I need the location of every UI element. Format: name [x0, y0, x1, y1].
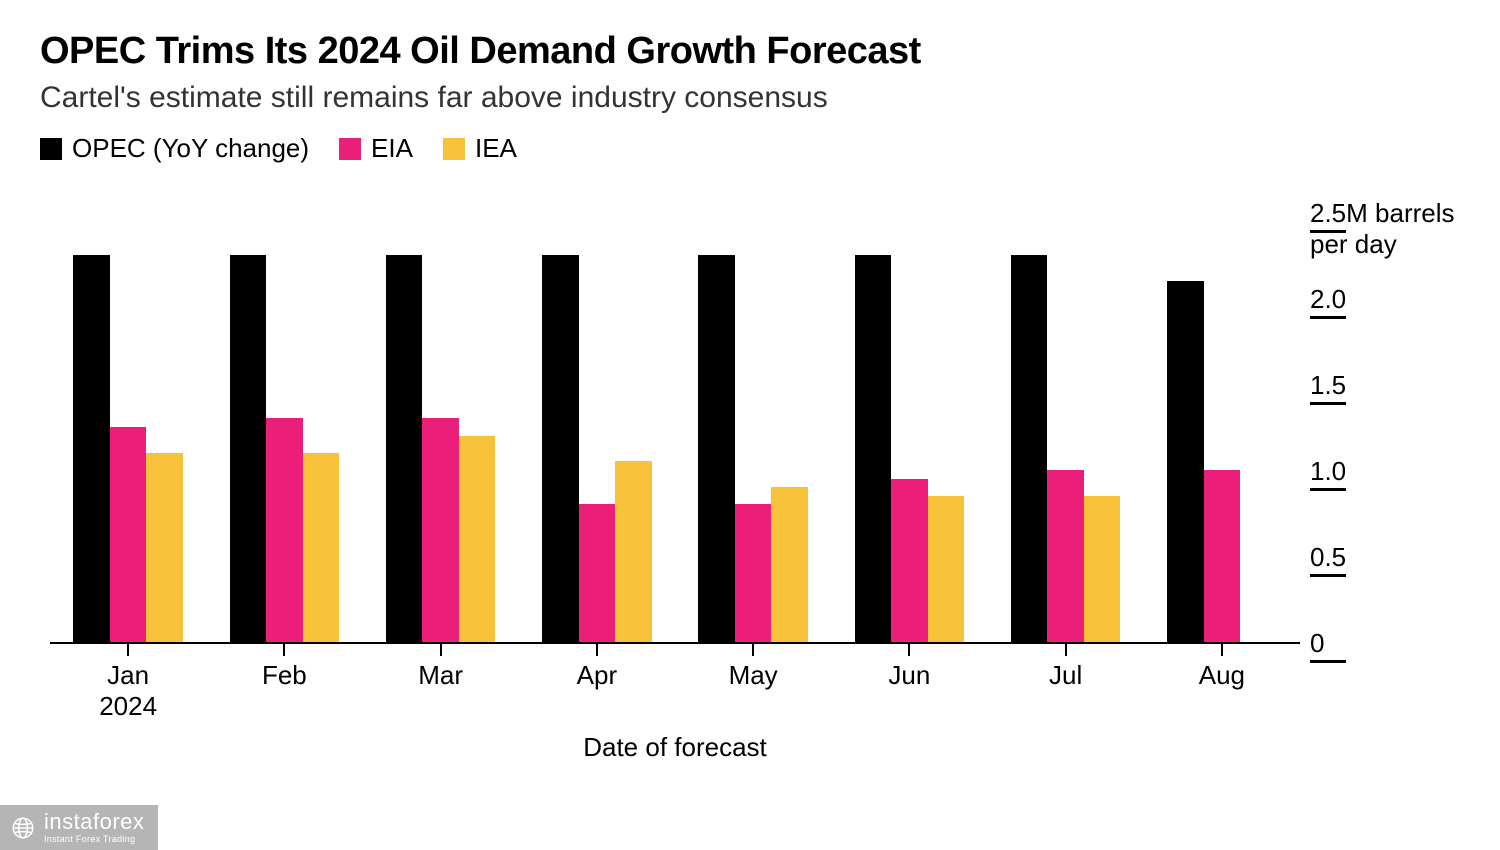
y-tick-label: 2.5M barrels per day	[1310, 198, 1480, 260]
y-tick: 1.0	[1310, 456, 1480, 487]
y-tick-mark	[1310, 230, 1346, 233]
x-tick-label: Jun	[888, 660, 930, 691]
bar-opec	[542, 255, 578, 642]
bar-iea	[928, 496, 964, 642]
bar-eia	[579, 504, 615, 642]
bar-eia	[891, 479, 927, 642]
y-tick-mark	[1310, 488, 1346, 491]
watermark-tagline: Instant Forex Trading	[44, 835, 144, 844]
x-tick-mark	[908, 642, 910, 656]
chart-container: OPEC Trims Its 2024 Oil Demand Growth Fo…	[0, 0, 1500, 850]
legend-swatch	[339, 138, 361, 160]
plot	[50, 212, 1300, 642]
x-axis-line	[50, 642, 1300, 644]
chart-subtitle: Cartel's estimate still remains far abov…	[40, 81, 1460, 115]
y-tick: 2.5M barrels per day	[1310, 198, 1480, 260]
x-tick-label: Jul	[1049, 660, 1082, 691]
bar-opec	[698, 255, 734, 642]
legend-swatch	[40, 138, 62, 160]
bar-iea	[1084, 496, 1120, 642]
bar-eia	[266, 418, 302, 642]
x-tick-label: Apr	[577, 660, 617, 691]
bar-iea	[771, 487, 807, 642]
bar-eia	[110, 427, 146, 642]
y-tick-label: 0.5	[1310, 542, 1346, 573]
legend-item-eia: EIA	[339, 133, 413, 164]
legend-label: EIA	[371, 133, 413, 164]
x-tick-mark	[283, 642, 285, 656]
legend-item-opec: OPEC (YoY change)	[40, 133, 309, 164]
x-tick-mark	[127, 642, 129, 656]
bar-opec	[1167, 281, 1203, 642]
x-tick-mark	[596, 642, 598, 656]
y-tick-mark	[1310, 316, 1346, 319]
bar-opec	[230, 255, 266, 642]
y-tick-label: 1.5	[1310, 370, 1346, 401]
y-tick: 0.5	[1310, 542, 1480, 573]
bar-eia	[1047, 470, 1083, 642]
legend-item-iea: IEA	[443, 133, 517, 164]
x-tick-mark	[752, 642, 754, 656]
legend-label: OPEC (YoY change)	[72, 133, 309, 164]
x-tick-mark	[1065, 642, 1067, 656]
y-tick-label: 1.0	[1310, 456, 1346, 487]
bar-iea	[146, 453, 182, 642]
chart-area: Date of forecast 2.5M barrels per day2.0…	[40, 182, 1470, 752]
bar-opec	[855, 255, 891, 642]
bar-eia	[422, 418, 458, 642]
x-tick-mark	[1221, 642, 1223, 656]
x-tick-label: Jan 2024	[99, 660, 157, 722]
legend-label: IEA	[475, 133, 517, 164]
x-tick-label: May	[729, 660, 778, 691]
x-tick-label: Mar	[418, 660, 463, 691]
bar-eia	[1204, 470, 1240, 642]
bar-opec	[386, 255, 422, 642]
y-tick-mark	[1310, 660, 1346, 663]
y-tick: 0	[1310, 628, 1480, 659]
x-tick-label: Aug	[1199, 660, 1245, 691]
bar-iea	[303, 453, 339, 642]
legend-swatch	[443, 138, 465, 160]
bar-opec	[1011, 255, 1047, 642]
y-tick-label: 0	[1310, 628, 1324, 659]
watermark-brand: instaforex	[44, 811, 144, 833]
watermark-text: instaforex Instant Forex Trading	[44, 811, 144, 844]
y-tick: 2.0	[1310, 284, 1480, 315]
bar-iea	[615, 461, 651, 642]
x-tick-mark	[440, 642, 442, 656]
bar-opec	[73, 255, 109, 642]
legend: OPEC (YoY change) EIA IEA	[40, 133, 1460, 164]
bar-iea	[459, 436, 495, 642]
y-tick-label: 2.0	[1310, 284, 1346, 315]
globe-icon	[10, 815, 36, 841]
y-tick-mark	[1310, 402, 1346, 405]
bar-eia	[735, 504, 771, 642]
chart-title: OPEC Trims Its 2024 Oil Demand Growth Fo…	[40, 30, 1460, 73]
y-tick-mark	[1310, 574, 1346, 577]
watermark: instaforex Instant Forex Trading	[0, 805, 158, 850]
y-tick: 1.5	[1310, 370, 1480, 401]
x-tick-label: Feb	[262, 660, 307, 691]
x-axis-title: Date of forecast	[583, 732, 767, 763]
